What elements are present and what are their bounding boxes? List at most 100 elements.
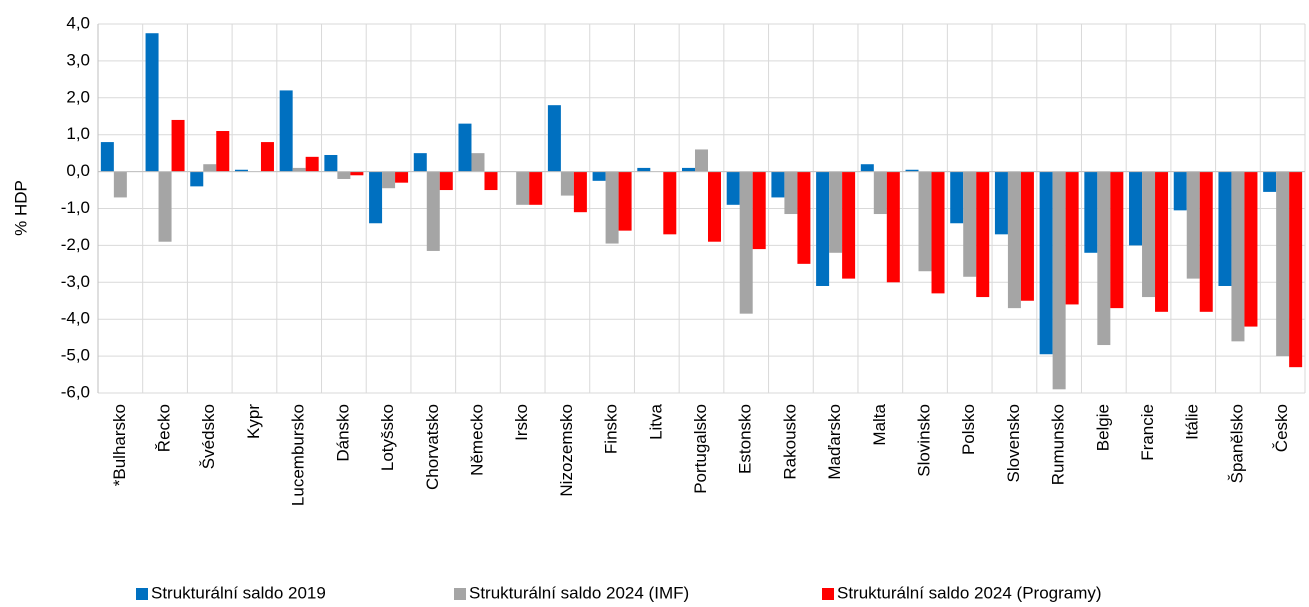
x-tick-label: Estonsko (736, 404, 755, 474)
bar (1110, 171, 1124, 309)
legend-label: Strukturální saldo 2019 (151, 583, 326, 602)
bar (829, 171, 843, 253)
y-tick-label: 4,0 (66, 13, 90, 32)
bar (797, 171, 811, 264)
bar (305, 156, 319, 172)
bar (1097, 171, 1111, 346)
bar (516, 171, 530, 205)
x-tick-label: Nizozemsko (557, 404, 576, 497)
bar (324, 154, 338, 172)
y-tick-label: -6,0 (61, 382, 90, 401)
y-tick-label: 3,0 (66, 50, 90, 69)
bar (350, 171, 364, 176)
bar (1129, 171, 1143, 246)
bar (113, 171, 127, 198)
bar (784, 171, 798, 215)
x-tick-label: Dánsko (333, 404, 352, 462)
bar (976, 171, 990, 298)
y-tick-label: -3,0 (61, 272, 90, 291)
y-tick-label: 1,0 (66, 124, 90, 143)
bar (234, 169, 248, 172)
bar (1276, 171, 1290, 357)
y-tick-label: -4,0 (61, 309, 90, 328)
bar (395, 171, 409, 183)
x-tick-label: Španělsko (1227, 404, 1246, 483)
bar (203, 164, 217, 172)
bar (279, 90, 293, 172)
bar (1020, 171, 1034, 301)
bar (547, 105, 561, 172)
bar (1084, 171, 1098, 253)
bar (695, 149, 708, 172)
bar (1218, 171, 1232, 286)
bar (739, 171, 753, 314)
bar (637, 167, 651, 172)
bar (682, 167, 695, 172)
x-tick-label: Litva (646, 403, 665, 439)
bar (663, 171, 677, 235)
bar (413, 153, 427, 172)
bar (190, 171, 204, 187)
bar (1289, 171, 1303, 368)
bar (426, 171, 440, 251)
legend-swatch (822, 588, 834, 600)
bar (1155, 171, 1169, 312)
bar (963, 171, 977, 277)
x-tick-label: Maďarsko (825, 404, 844, 480)
bar (1244, 171, 1258, 327)
x-tick-label: Belgie (1093, 404, 1112, 451)
bar (1173, 171, 1187, 211)
bar (1007, 171, 1021, 309)
x-tick-label: Chorvatsko (423, 404, 442, 490)
x-tick-label: Portugalsko (691, 404, 710, 494)
bar (726, 171, 740, 205)
bar (842, 171, 856, 279)
bar (886, 171, 900, 283)
bar (439, 171, 453, 191)
x-tick-label: Kypr (244, 404, 263, 439)
bar (1199, 171, 1213, 312)
y-tick-label: -5,0 (61, 346, 90, 365)
bar (708, 171, 721, 242)
bar (382, 171, 396, 189)
bar (573, 171, 587, 213)
bar (618, 171, 632, 231)
x-tick-label: Lucembursko (289, 404, 308, 506)
bar (1231, 171, 1245, 342)
bar (484, 171, 498, 191)
x-tick-label: Slovinsko (915, 404, 934, 477)
bar (873, 171, 887, 215)
legend-swatch (136, 588, 148, 600)
x-tick-label: Švédsko (199, 404, 218, 469)
bar (994, 171, 1008, 235)
bar (529, 171, 543, 205)
y-tick-label: -1,0 (61, 198, 90, 217)
bar (1263, 171, 1277, 192)
x-tick-label: Slovensko (1004, 404, 1023, 482)
bar (771, 171, 785, 198)
x-tick-label: Česko (1272, 404, 1291, 452)
bar (1065, 171, 1079, 305)
bar (950, 171, 964, 224)
x-tick-label: Itálie (1183, 404, 1202, 440)
bar (560, 171, 574, 196)
y-tick-label: 2,0 (66, 87, 90, 106)
bar (471, 153, 485, 172)
legend-label: Strukturální saldo 2024 (IMF) (469, 583, 689, 602)
bar (171, 119, 185, 172)
bar (816, 171, 830, 286)
bar (605, 171, 619, 244)
bar (931, 171, 945, 294)
x-tick-label: Řecko (155, 404, 174, 452)
x-tick-label: Malta (870, 403, 889, 445)
bar (918, 171, 932, 272)
x-tick-label: Rumunsko (1049, 404, 1068, 485)
y-tick-label: 0,0 (66, 161, 90, 180)
bar (752, 171, 766, 250)
bar (1052, 171, 1066, 390)
bar (369, 171, 383, 224)
bar (216, 131, 230, 172)
bar (337, 171, 351, 179)
bar (1186, 171, 1200, 279)
